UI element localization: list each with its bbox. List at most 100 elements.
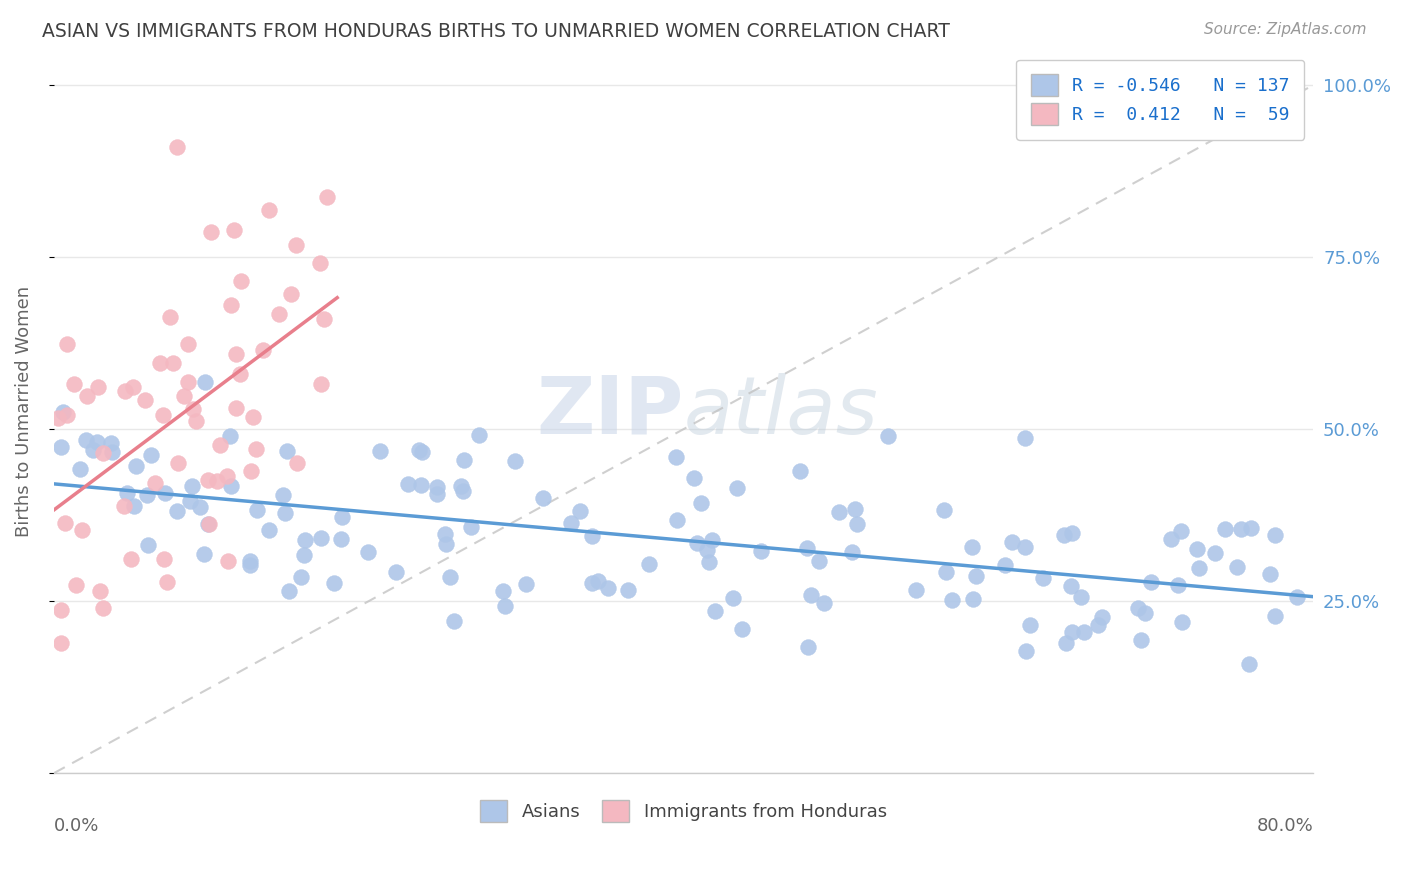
Point [568,504,591,518]
Point [162,356,184,370]
Point [1133,606,1156,620]
Point [515,576,537,591]
Point [205,474,228,488]
Point [1073,624,1095,639]
Point [617,582,640,597]
Point [177,375,200,389]
Point [252,343,274,357]
Y-axis label: Births to Unmarried Women: Births to Unmarried Women [15,286,32,538]
Point [136,488,159,502]
Point [665,450,688,464]
Point [797,640,820,654]
Point [683,471,706,485]
Point [49,440,72,454]
Point [941,593,963,607]
Point [276,444,298,458]
Point [134,392,156,407]
Text: ZIP: ZIP [536,373,683,451]
Point [257,202,280,217]
Point [86,434,108,449]
Point [702,533,724,547]
Point [439,570,461,584]
Point [904,583,927,598]
Point [198,516,221,531]
Point [1264,609,1286,624]
Point [960,540,983,554]
Point [581,529,603,543]
Point [181,402,204,417]
Point [217,469,239,483]
Point [101,445,124,459]
Point [690,496,713,510]
Point [166,504,188,518]
Point [1060,525,1083,540]
Point [1237,657,1260,671]
Point [125,458,148,473]
Point [800,588,823,602]
Point [53,516,76,530]
Text: atlas: atlas [683,373,879,451]
Point [357,544,380,558]
Point [1087,618,1109,632]
Point [91,601,114,615]
Point [384,566,406,580]
Point [468,427,491,442]
Point [179,494,201,508]
Point [87,380,110,394]
Point [1015,644,1038,658]
Text: 80.0%: 80.0% [1257,816,1313,835]
Point [1091,609,1114,624]
Point [112,499,135,513]
Point [181,479,204,493]
Point [503,454,526,468]
Point [239,554,262,568]
Point [208,438,231,452]
Point [436,537,458,551]
Point [153,552,176,566]
Point [749,544,772,558]
Point [149,356,172,370]
Point [962,591,984,606]
Point [1060,579,1083,593]
Point [409,478,432,492]
Point [408,443,430,458]
Point [598,581,620,595]
Point [91,446,114,460]
Point [166,140,188,154]
Point [229,367,252,381]
Point [82,443,104,458]
Point [56,337,79,351]
Legend: Asians, Immigrants from Honduras: Asians, Immigrants from Honduras [472,793,894,830]
Point [75,433,97,447]
Point [197,517,219,532]
Point [1240,520,1263,534]
Point [1054,636,1077,650]
Point [156,575,179,590]
Point [200,225,222,239]
Point [218,429,240,443]
Point [271,488,294,502]
Point [136,538,159,552]
Point [789,464,811,478]
Point [143,476,166,491]
Point [994,558,1017,572]
Text: Source: ZipAtlas.com: Source: ZipAtlas.com [1204,22,1367,37]
Point [167,456,190,470]
Point [55,409,77,423]
Point [434,526,457,541]
Text: ASIAN VS IMMIGRANTS FROM HONDURAS BIRTHS TO UNMARRIED WOMEN CORRELATION CHART: ASIAN VS IMMIGRANTS FROM HONDURAS BIRTHS… [42,22,950,41]
Point [290,570,312,584]
Point [686,536,709,550]
Point [159,310,181,325]
Point [120,551,142,566]
Point [1167,578,1189,592]
Point [460,520,482,534]
Point [637,557,659,571]
Point [1070,591,1092,605]
Point [1126,600,1149,615]
Point [114,384,136,398]
Point [494,599,516,613]
Point [1204,546,1226,560]
Point [1226,560,1249,574]
Point [1170,524,1192,538]
